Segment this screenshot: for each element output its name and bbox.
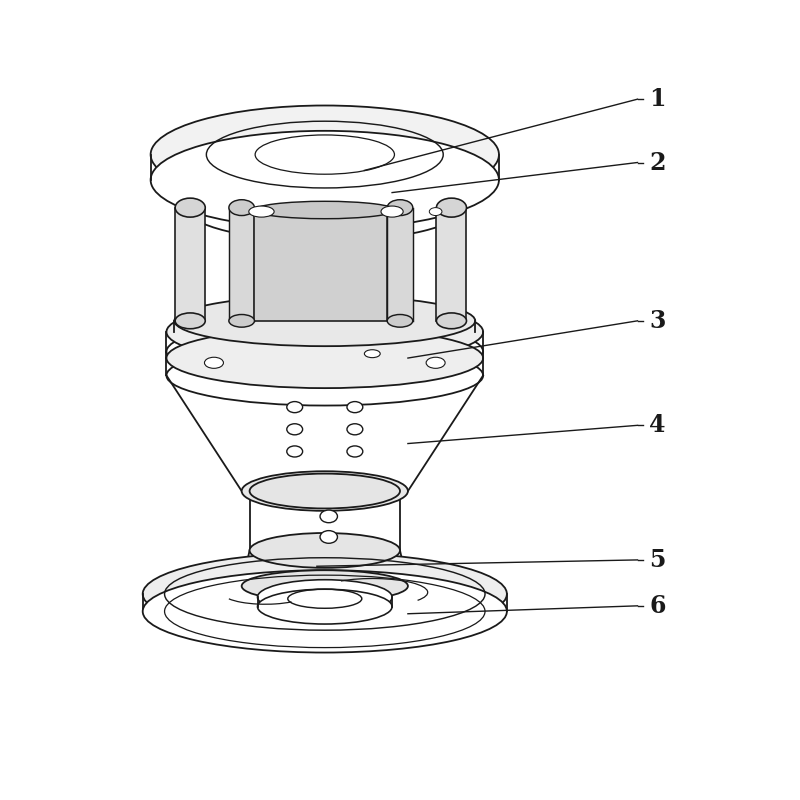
Text: 4: 4	[649, 414, 666, 438]
Ellipse shape	[166, 300, 483, 363]
Ellipse shape	[150, 106, 499, 204]
Polygon shape	[387, 208, 413, 321]
Text: 1: 1	[649, 87, 666, 111]
Ellipse shape	[205, 358, 223, 368]
Ellipse shape	[229, 200, 254, 215]
Text: 3: 3	[649, 309, 666, 333]
Ellipse shape	[430, 208, 442, 215]
Ellipse shape	[387, 200, 413, 215]
Ellipse shape	[381, 206, 403, 217]
Ellipse shape	[426, 358, 445, 368]
Ellipse shape	[286, 424, 302, 435]
Ellipse shape	[142, 570, 507, 653]
Ellipse shape	[242, 570, 408, 602]
Ellipse shape	[174, 306, 475, 358]
Text: 5: 5	[649, 548, 666, 572]
Ellipse shape	[347, 424, 362, 435]
Ellipse shape	[250, 533, 400, 568]
Polygon shape	[150, 154, 499, 180]
Ellipse shape	[175, 198, 206, 217]
Ellipse shape	[286, 446, 302, 457]
Polygon shape	[166, 375, 483, 491]
Ellipse shape	[258, 580, 392, 614]
Ellipse shape	[347, 446, 362, 457]
Ellipse shape	[437, 313, 466, 329]
Ellipse shape	[320, 510, 338, 522]
Text: 6: 6	[649, 594, 666, 618]
Ellipse shape	[364, 350, 380, 358]
Polygon shape	[175, 208, 206, 321]
Ellipse shape	[242, 471, 408, 511]
Ellipse shape	[286, 402, 302, 413]
Ellipse shape	[347, 402, 362, 413]
Ellipse shape	[150, 131, 499, 229]
Ellipse shape	[258, 590, 392, 624]
Ellipse shape	[320, 530, 338, 543]
Ellipse shape	[387, 314, 413, 327]
Ellipse shape	[186, 174, 463, 241]
Polygon shape	[437, 208, 466, 321]
Ellipse shape	[250, 474, 400, 509]
Ellipse shape	[175, 313, 206, 329]
Ellipse shape	[166, 320, 483, 383]
Polygon shape	[229, 208, 254, 321]
Ellipse shape	[249, 206, 274, 217]
Text: 2: 2	[649, 150, 666, 174]
Ellipse shape	[186, 165, 463, 231]
Ellipse shape	[166, 346, 483, 406]
Polygon shape	[142, 594, 507, 611]
Ellipse shape	[437, 198, 466, 217]
Polygon shape	[254, 208, 387, 321]
Ellipse shape	[229, 314, 254, 327]
Ellipse shape	[142, 553, 507, 635]
Ellipse shape	[166, 328, 483, 388]
Polygon shape	[242, 550, 408, 586]
Ellipse shape	[174, 295, 475, 346]
Ellipse shape	[254, 202, 395, 218]
